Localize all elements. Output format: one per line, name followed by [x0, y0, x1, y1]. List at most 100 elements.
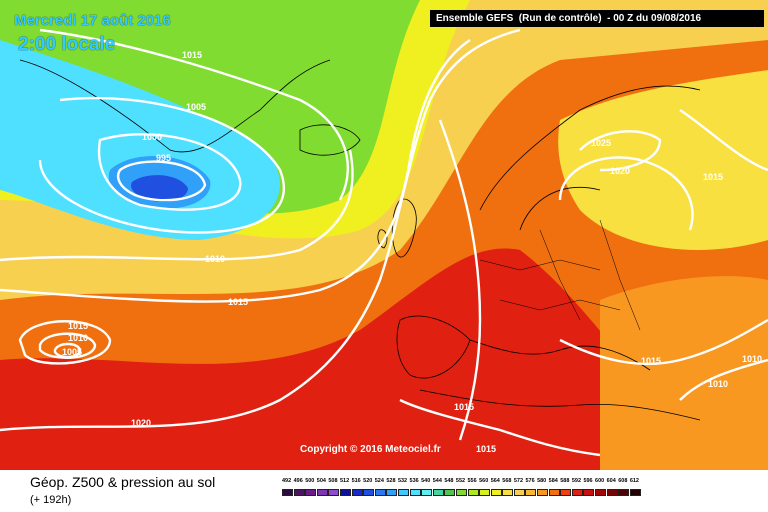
legend-cell: 524 [374, 478, 387, 496]
legend-swatch [351, 489, 363, 496]
cyan-band [0, 40, 280, 240]
legend-swatch [606, 489, 618, 496]
legend-cell: 604 [606, 478, 619, 496]
legend-cell: 552 [455, 478, 468, 496]
isobars [0, 28, 768, 457]
isobar-1000 [97, 133, 242, 211]
legend-label: 524 [374, 478, 384, 484]
legend-cell: 564 [490, 478, 503, 496]
legend-label: 576 [525, 478, 535, 484]
legend-label: 504 [316, 478, 326, 484]
isobar-label: 1020 [610, 166, 630, 176]
legend-swatch [432, 489, 444, 496]
isobar-1015-east [438, 119, 482, 441]
legend-swatch [282, 489, 293, 496]
legend-label: 564 [490, 478, 500, 484]
forecast-date: Mercredi 17 août 2016 [14, 12, 171, 29]
legend-cell: 560 [479, 478, 491, 496]
legend-label: 612 [629, 478, 639, 484]
isobar-label: 1015 [228, 297, 248, 307]
legend-swatch [397, 489, 409, 496]
legend-cell: 556 [467, 478, 480, 496]
legend-swatch [409, 489, 421, 496]
legend-swatch [560, 489, 572, 496]
legend-cell: 520 [363, 478, 375, 496]
legend-cell: 592 [571, 478, 584, 496]
isobar-low-1005 [53, 342, 82, 359]
legend-swatch [444, 489, 456, 496]
legend-cell: 532 [397, 478, 410, 496]
copyright-notice: Copyright © 2016 Meteociel.fr [300, 444, 441, 455]
legend-label: 492 [282, 478, 292, 484]
isobar-label: 1015 [182, 50, 202, 60]
southeast-warm [600, 276, 768, 470]
legend-swatch [502, 489, 514, 496]
legend-cell: 612 [629, 478, 642, 496]
legend-label: 588 [560, 478, 570, 484]
iceland-coast [299, 124, 361, 156]
parameter-title: Géop. Z500 & pression au sol [30, 474, 216, 490]
isobar-995 [116, 160, 207, 202]
legend-swatch [537, 489, 549, 496]
isobar-labels: 1015 1005 1000 995 1010 1015 1015 1010 1… [62, 50, 762, 454]
legend-label: 532 [397, 478, 408, 484]
legend-swatch [305, 489, 317, 496]
isobar-label: 1010 [205, 254, 225, 264]
legend-label: 608 [618, 478, 628, 484]
legend-cell: 496 [293, 478, 306, 496]
legend-label: 528 [386, 478, 396, 484]
legend-cell: 504 [316, 478, 329, 496]
scandinavian-ridge [558, 70, 768, 250]
legend-cell: 580 [537, 478, 549, 496]
legend-label: 496 [293, 478, 303, 484]
legend-cell: 500 [305, 478, 317, 496]
legend-cell: 572 [513, 478, 526, 496]
isobar-1020-scandinavia [558, 156, 694, 231]
coastlines [19, 59, 701, 421]
isobar-1025 [579, 130, 662, 172]
legend-label: 500 [305, 478, 315, 484]
legend-swatch [455, 489, 467, 496]
isobar-label: 1015 [703, 172, 723, 182]
isobar-label: 1015 [641, 356, 661, 366]
isobar-1015-russia [679, 109, 768, 172]
legend-swatch [421, 489, 433, 496]
scandinavia-coast [479, 85, 701, 231]
isobar-label: 1015 [454, 402, 474, 412]
lead-time: (+ 192h) [30, 494, 72, 506]
legend-cell: 536 [409, 478, 422, 496]
legend-swatch [374, 489, 386, 496]
legend-swatch [479, 489, 491, 496]
legend-label: 584 [548, 478, 558, 484]
legend-swatch [467, 489, 479, 496]
legend-cell: 540 [421, 478, 433, 496]
iberia-coast [396, 315, 471, 379]
legend-cell: 548 [444, 478, 456, 496]
legend-label: 540 [421, 478, 431, 484]
legend-swatch [548, 489, 560, 496]
isobar-low-1015 [18, 320, 112, 365]
legend-cell: 596 [583, 478, 595, 496]
weather-map: 1015 1005 1000 995 1010 1015 1015 1010 1… [0, 0, 768, 470]
legend-cell: 600 [595, 478, 607, 496]
isobar-1010-black-sea [679, 358, 768, 401]
isobar-low-1010 [38, 332, 97, 359]
mediterranean-coast [419, 339, 701, 421]
trough-deep [131, 175, 188, 202]
isobar-label: 1015 [68, 321, 88, 331]
color-scale-legend: 492 496 500 504 508 512 516 520 524 528 532 536 540 5… [282, 478, 641, 496]
legend-swatch [513, 489, 525, 496]
legend-cell: 492 [282, 478, 294, 496]
legend-swatch [595, 489, 607, 496]
legend-swatch [583, 489, 595, 496]
isobar-1005 [38, 96, 286, 234]
legend-swatch [316, 489, 328, 496]
legend-swatch [386, 489, 398, 496]
legend-swatch [339, 489, 351, 496]
legend-label: 560 [479, 478, 489, 484]
legend-swatch [363, 489, 375, 496]
legend-label: 572 [513, 478, 524, 484]
legend-label: 548 [444, 478, 454, 484]
legend-cell: 512 [339, 478, 352, 496]
isobar-label: 1025 [591, 138, 611, 148]
